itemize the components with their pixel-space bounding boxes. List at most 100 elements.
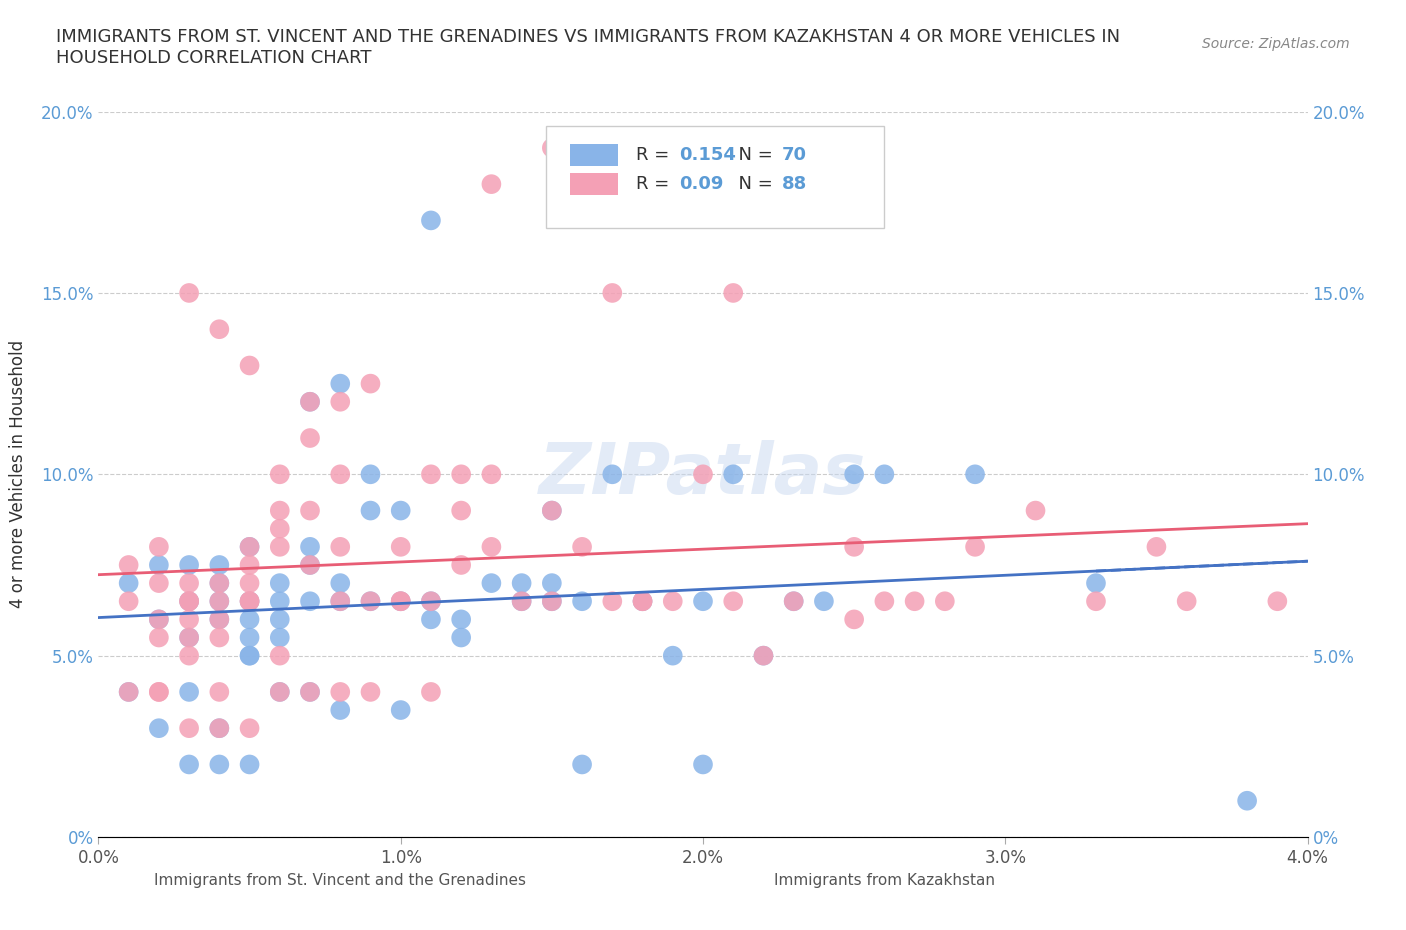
Text: 0.09: 0.09	[679, 175, 723, 193]
Point	[1175, 594, 1198, 609]
Point	[540, 594, 562, 609]
Point	[179, 631, 201, 645]
Point	[1146, 539, 1168, 554]
Point	[148, 576, 170, 591]
Point	[179, 721, 201, 736]
Point	[148, 558, 170, 573]
Point	[450, 631, 472, 645]
Point	[420, 612, 443, 627]
Point	[299, 558, 322, 573]
Point	[208, 631, 231, 645]
Point	[965, 467, 987, 482]
Point	[934, 594, 956, 609]
Text: ZIPatlas: ZIPatlas	[540, 440, 866, 509]
Text: N =: N =	[727, 175, 779, 193]
Point	[239, 594, 262, 609]
Point	[631, 594, 654, 609]
Text: 0.154: 0.154	[679, 146, 735, 164]
Point	[239, 576, 262, 591]
Point	[179, 684, 201, 699]
FancyBboxPatch shape	[546, 126, 884, 228]
Point	[389, 503, 412, 518]
Point	[299, 431, 322, 445]
Point	[540, 594, 562, 609]
Point	[148, 539, 170, 554]
Point	[269, 612, 291, 627]
Point	[148, 612, 170, 627]
Point	[179, 286, 201, 300]
Point	[692, 594, 714, 609]
Point	[239, 594, 262, 609]
Point	[873, 467, 896, 482]
Point	[239, 757, 262, 772]
Text: Source: ZipAtlas.com: Source: ZipAtlas.com	[1202, 37, 1350, 51]
Point	[329, 539, 352, 554]
FancyBboxPatch shape	[727, 873, 769, 891]
Point	[208, 558, 231, 573]
Point	[208, 322, 231, 337]
Point	[783, 594, 806, 609]
Point	[179, 594, 201, 609]
Point	[540, 576, 562, 591]
Point	[239, 648, 262, 663]
Point	[118, 558, 141, 573]
Point	[420, 684, 443, 699]
Point	[269, 503, 291, 518]
Point	[269, 521, 291, 536]
Point	[602, 467, 624, 482]
Point	[208, 612, 231, 627]
Point	[269, 594, 291, 609]
Point	[540, 140, 562, 155]
Point	[239, 631, 262, 645]
Point	[269, 684, 291, 699]
Point	[450, 467, 472, 482]
Point	[239, 539, 262, 554]
Point	[299, 394, 322, 409]
Point	[208, 721, 231, 736]
Text: 88: 88	[782, 175, 807, 193]
Point	[813, 594, 835, 609]
Point	[329, 684, 352, 699]
Point	[420, 594, 443, 609]
Point	[844, 539, 866, 554]
Point	[1085, 576, 1108, 591]
Point	[783, 594, 806, 609]
Point	[510, 594, 533, 609]
Point	[239, 358, 262, 373]
Point	[571, 757, 593, 772]
Point	[965, 539, 987, 554]
Point	[239, 594, 262, 609]
Point	[752, 648, 775, 663]
Point	[752, 648, 775, 663]
Point	[269, 684, 291, 699]
Point	[269, 467, 291, 482]
Point	[481, 539, 503, 554]
Point	[631, 594, 654, 609]
Point	[239, 612, 262, 627]
Point	[360, 377, 382, 392]
Point	[329, 594, 352, 609]
Point	[360, 684, 382, 699]
Point	[389, 539, 412, 554]
Point	[420, 594, 443, 609]
Point	[450, 612, 472, 627]
Point	[329, 394, 352, 409]
Point	[179, 594, 201, 609]
Point	[360, 594, 382, 609]
Point	[631, 594, 654, 609]
Point	[481, 177, 503, 192]
FancyBboxPatch shape	[569, 144, 619, 166]
Point	[389, 594, 412, 609]
Point	[148, 612, 170, 627]
Point	[1025, 503, 1047, 518]
Point	[208, 594, 231, 609]
Point	[904, 594, 927, 609]
Point	[299, 394, 322, 409]
Point	[148, 684, 170, 699]
Point	[239, 558, 262, 573]
Point	[481, 467, 503, 482]
Point	[299, 594, 322, 609]
Point	[179, 631, 201, 645]
Point	[389, 703, 412, 718]
Point	[299, 503, 322, 518]
